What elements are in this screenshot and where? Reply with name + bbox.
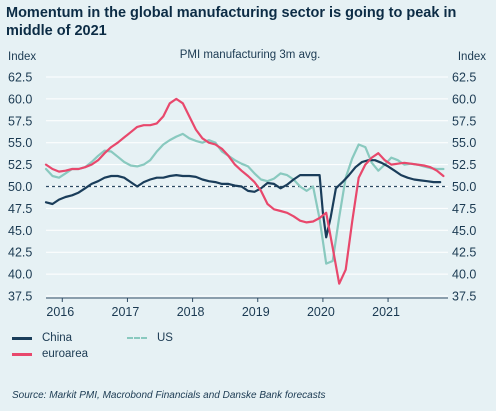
series-lines bbox=[44, 97, 445, 285]
y-tick-label-left: 45.0 bbox=[8, 224, 32, 238]
x-tick-label: 2020 bbox=[307, 305, 335, 319]
y-tick-label-right: 42.5 bbox=[452, 246, 476, 260]
y-tick-label-left: 37.5 bbox=[8, 290, 32, 304]
legend-label-euroarea: euroarea bbox=[42, 348, 89, 360]
source-note: Source: Markit PMI, Macrobond Financials… bbox=[12, 390, 326, 401]
x-tick-label: 2019 bbox=[242, 305, 270, 319]
y-tick-label-left: 47.5 bbox=[8, 202, 32, 216]
y-tick-label-left: 42.5 bbox=[8, 246, 32, 260]
y-tick-label-left: 62.5 bbox=[8, 71, 32, 85]
series-line-euroarea bbox=[44, 97, 445, 285]
x-tick-label: 2017 bbox=[112, 305, 140, 319]
y-tick-label-left: 50.0 bbox=[8, 180, 32, 194]
y-tick-label-left: 52.5 bbox=[8, 158, 32, 172]
x-tick-label: 2021 bbox=[372, 305, 400, 319]
right-axis-title: Index bbox=[457, 51, 486, 63]
y-tick-label-right: 47.5 bbox=[452, 202, 476, 216]
legend-item-china: China bbox=[12, 332, 72, 344]
y-tick-label-right: 45.0 bbox=[452, 224, 476, 238]
y-tick-label-right: 40.0 bbox=[452, 268, 476, 282]
y-tick-label-right: 37.5 bbox=[452, 290, 476, 304]
y-tick-label-right: 62.5 bbox=[452, 71, 476, 85]
chart-title: Momentum in the global manufacturing sec… bbox=[6, 5, 457, 39]
y-tick-label-right: 52.5 bbox=[452, 158, 476, 172]
x-ticks: 2016 2017 2018 2019 2020 2021 bbox=[46, 297, 448, 319]
x-tick-label: 2018 bbox=[177, 305, 205, 319]
y-tick-label-right: 50.0 bbox=[452, 180, 476, 194]
legend-swatch-china bbox=[12, 336, 32, 340]
y-tick-label-right: 57.5 bbox=[452, 114, 476, 128]
legend-swatch-us bbox=[127, 337, 147, 339]
left-y-ticks: 37.5 40.0 42.5 45.0 47.5 50.0 52.5 55.0 57.5 60.0… bbox=[8, 71, 32, 304]
legend-label-us: US bbox=[157, 332, 173, 344]
x-tick-label: 2016 bbox=[46, 305, 74, 319]
y-tick-label-left: 60.0 bbox=[8, 92, 32, 106]
left-axis-title: Index bbox=[8, 51, 37, 63]
chart-subtitle: PMI manufacturing 3m avg. bbox=[179, 49, 321, 61]
y-tick-label-right: 55.0 bbox=[452, 136, 476, 150]
y-tick-label-left: 40.0 bbox=[8, 268, 32, 282]
legend-swatch-euroarea bbox=[12, 352, 32, 356]
series-line-us bbox=[44, 132, 445, 265]
y-tick-label-left: 55.0 bbox=[8, 136, 32, 150]
right-y-ticks: 37.5 40.0 42.5 45.0 47.5 50.0 52.5 55.0 57.5 60.0… bbox=[452, 71, 476, 304]
legend-item-us: US bbox=[127, 332, 173, 344]
y-tick-label-right: 60.0 bbox=[452, 92, 476, 106]
series-line-china bbox=[44, 159, 442, 239]
legend-label-china: China bbox=[42, 332, 73, 344]
y-tick-label-left: 57.5 bbox=[8, 114, 32, 128]
legend-item-euroarea: euroarea bbox=[12, 348, 88, 360]
